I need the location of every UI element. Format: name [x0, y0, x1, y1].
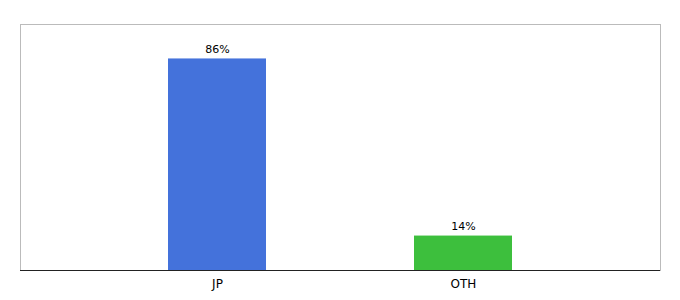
svg-text:14%: 14% [451, 220, 475, 233]
svg-text:86%: 86% [205, 43, 229, 56]
svg-text:OTH: OTH [451, 277, 477, 291]
svg-text:JP: JP [211, 277, 223, 291]
